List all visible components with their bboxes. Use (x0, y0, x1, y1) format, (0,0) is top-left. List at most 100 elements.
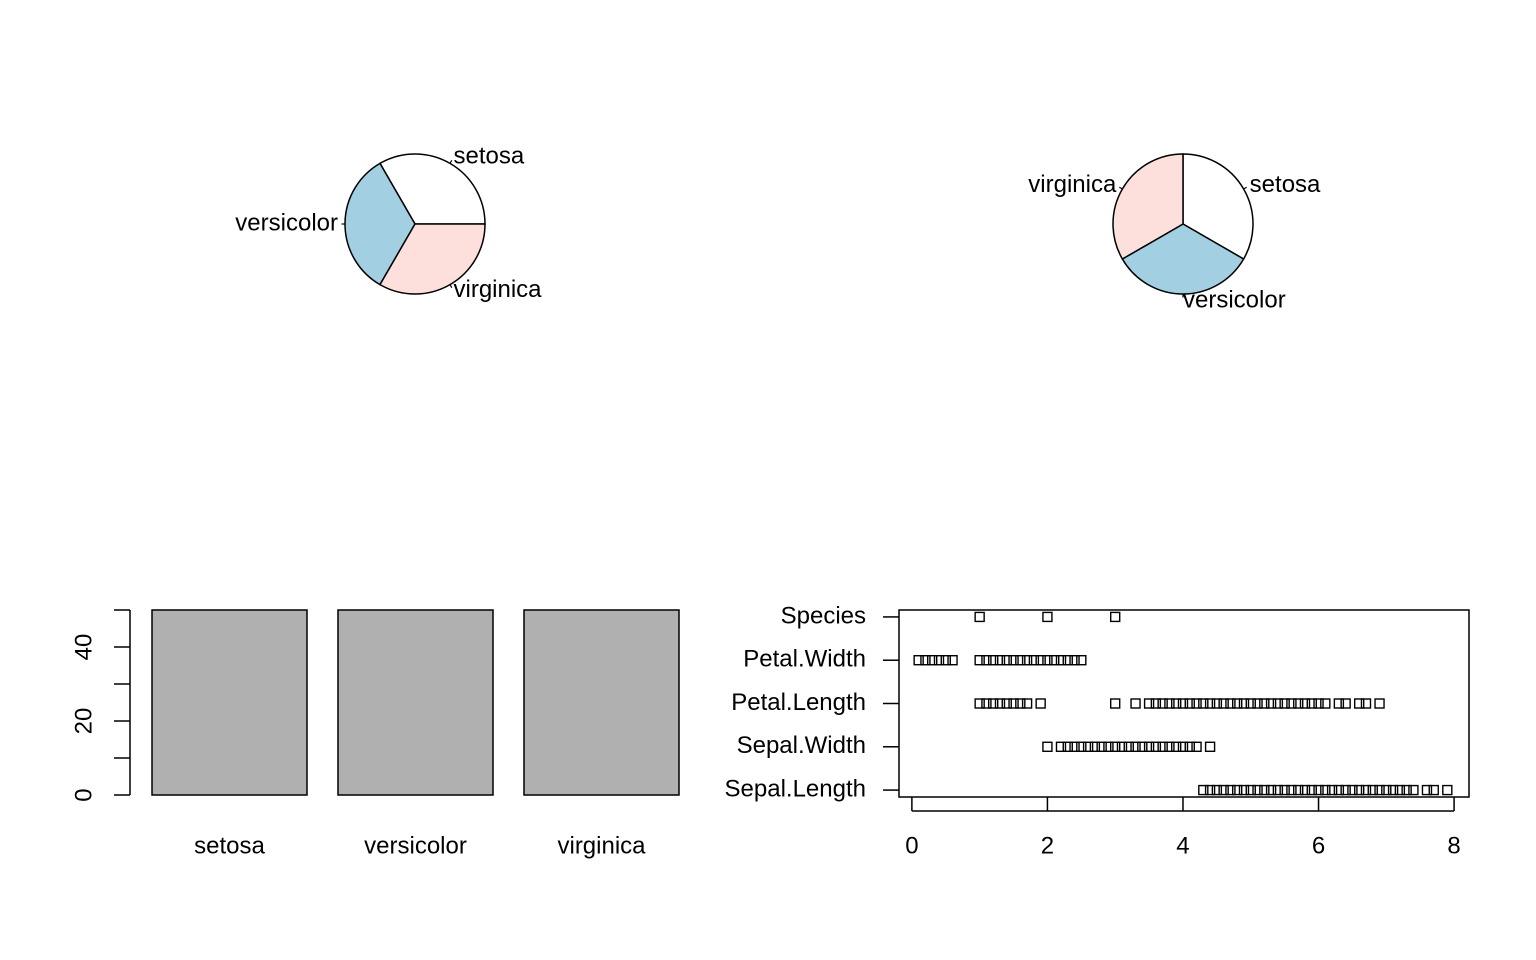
point (1354, 784, 1365, 796)
point (1286, 698, 1297, 709)
point (1177, 741, 1189, 752)
point (1021, 698, 1033, 709)
point (920, 655, 931, 666)
point (1035, 655, 1046, 666)
x-tick-label: 4 (1176, 832, 1189, 859)
point (1299, 784, 1311, 796)
point (1089, 741, 1101, 752)
point (1313, 784, 1324, 796)
point (1028, 655, 1040, 666)
point (1442, 784, 1453, 796)
point (1143, 698, 1155, 709)
point (974, 698, 985, 709)
bar (151, 609, 308, 796)
point (1259, 784, 1270, 796)
point (1428, 784, 1439, 796)
x-tick-label: 0 (905, 832, 918, 859)
y-tick-label: 40 (70, 634, 97, 661)
point (1252, 698, 1263, 709)
point (1204, 741, 1216, 752)
point (1110, 741, 1121, 752)
point (1279, 698, 1290, 709)
x-tick-label: 2 (1041, 832, 1054, 859)
slice-label: setosa (1250, 171, 1321, 198)
point (1360, 698, 1372, 709)
point (1245, 784, 1256, 796)
point (1157, 741, 1168, 752)
point (1374, 698, 1385, 709)
point (1164, 698, 1175, 709)
point (1320, 784, 1331, 796)
y-tick-label: Sepal.Length (725, 775, 866, 802)
point (1008, 698, 1019, 709)
point (974, 655, 985, 666)
point (988, 655, 999, 666)
x-tick-label: 6 (1312, 832, 1325, 859)
point (1198, 784, 1209, 796)
slice-label: setosa (454, 143, 525, 170)
bar (337, 609, 494, 796)
point (1001, 698, 1012, 709)
point (1333, 784, 1345, 796)
point (1184, 741, 1195, 752)
x-tick-label: versicolor (364, 832, 467, 859)
y-tick-label: Petal.Width (743, 646, 866, 673)
pie-slice (1121, 223, 1245, 295)
point (1110, 611, 1121, 623)
point (994, 698, 1006, 709)
y-tick-label: Sepal.Width (737, 732, 866, 759)
point (1293, 784, 1304, 796)
point (1225, 698, 1236, 709)
point (1042, 741, 1053, 752)
point (1076, 655, 1087, 666)
point (933, 655, 945, 666)
point (1265, 698, 1277, 709)
y-tick-label: 20 (70, 708, 97, 735)
point (1021, 655, 1033, 666)
point (1076, 741, 1087, 752)
point (1326, 784, 1338, 796)
slice-label: virginica (454, 276, 543, 303)
point (1306, 698, 1317, 709)
point (1184, 698, 1195, 709)
point (1069, 655, 1080, 666)
point (1042, 611, 1053, 623)
point (1015, 655, 1026, 666)
point (1225, 784, 1236, 796)
point (1360, 784, 1372, 796)
point (913, 655, 924, 666)
point (940, 655, 951, 666)
point (1049, 655, 1060, 666)
point (1367, 784, 1378, 796)
point (1394, 784, 1406, 796)
point (927, 655, 938, 666)
point (1232, 698, 1243, 709)
x-tick-label: setosa (194, 832, 265, 859)
point (1279, 784, 1290, 796)
point (1150, 698, 1162, 709)
point (1347, 784, 1358, 796)
point (1069, 741, 1080, 752)
point (1306, 784, 1317, 796)
point (1204, 784, 1216, 796)
point (947, 655, 958, 666)
point (1137, 741, 1148, 752)
point (988, 698, 999, 709)
y-tick-label: Species (781, 602, 866, 629)
point (1293, 698, 1304, 709)
point (1320, 698, 1331, 709)
point (1082, 741, 1094, 752)
label-tick (1119, 186, 1123, 190)
point (1313, 698, 1324, 709)
point (1157, 698, 1168, 709)
slice-label: virginica (1028, 171, 1117, 198)
point (1015, 698, 1026, 709)
point (1272, 698, 1284, 709)
point (1103, 741, 1114, 752)
point (1408, 784, 1419, 796)
point (1116, 741, 1128, 752)
point (1062, 741, 1073, 752)
point (1042, 655, 1053, 666)
